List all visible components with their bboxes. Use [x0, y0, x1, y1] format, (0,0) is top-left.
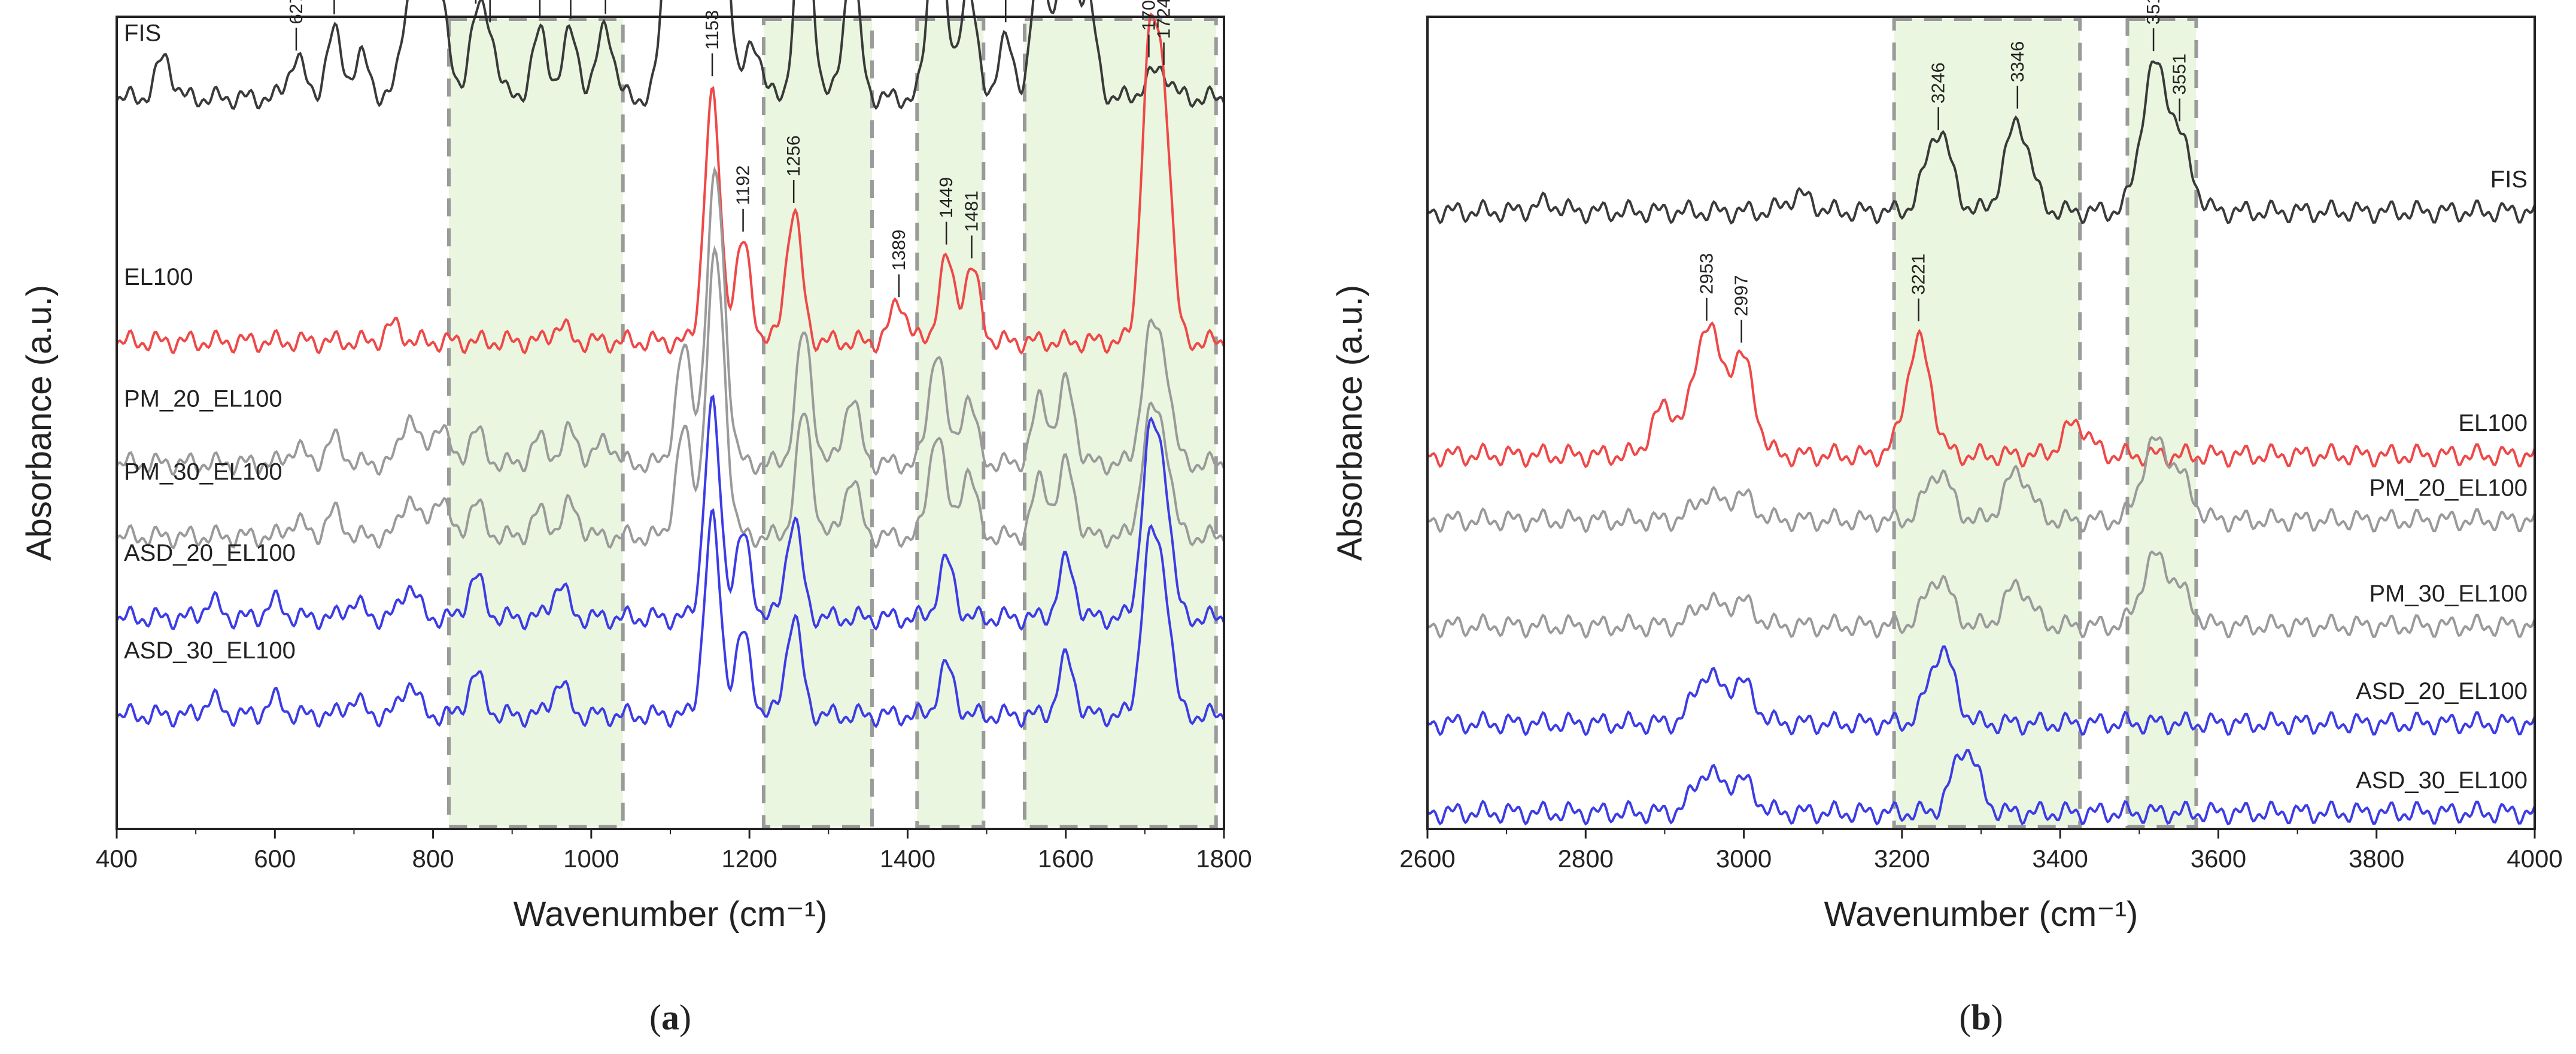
- series-label: EL100: [124, 264, 193, 290]
- peak-label: 2953: [1696, 253, 1717, 294]
- x-tick-label: 1600: [1038, 845, 1093, 873]
- spectrum-line: [1426, 321, 2536, 469]
- spectrum-line: [1426, 60, 2536, 225]
- x-tick-label: 3600: [2191, 845, 2246, 873]
- spectrum-line: [1426, 749, 2536, 826]
- panel-label: (b): [1959, 998, 2003, 1037]
- series-label: PM_20_EL100: [124, 385, 282, 412]
- peak-label: 627: [285, 0, 306, 24]
- spectrum-line: [116, 394, 1225, 631]
- panel-label-part: a: [661, 998, 679, 1037]
- x-tick-label: 3800: [2349, 845, 2404, 873]
- x-tick-label: 400: [96, 845, 138, 873]
- peak-label: 3346: [2007, 41, 2028, 83]
- series-label: FIS: [124, 20, 161, 47]
- x-axis-label: Wavenumber (cm⁻¹): [514, 895, 828, 934]
- panel-label: (a): [649, 998, 691, 1037]
- x-tick-label: 3400: [2032, 845, 2088, 873]
- series-label: ASD_20_EL100: [124, 540, 296, 566]
- chart-panel-a: FIS EL100 PM_20_EL100 PM_30_EL100 ASD_20_EL1…: [20, 0, 1252, 1037]
- peak-label: 3221: [1908, 254, 1929, 295]
- series-label: ASD_30_EL100: [2356, 767, 2528, 794]
- series-label: FIS: [2490, 166, 2528, 193]
- peak-label: 3551: [2169, 54, 2190, 95]
- panel-label-part: ): [1991, 998, 2003, 1037]
- chart-panel-b: FIS EL100 PM_20_EL100 PM_30_EL100 ASD_20_EL1…: [1330, 0, 2563, 1037]
- x-tick-label: 4000: [2507, 845, 2562, 873]
- x-tick-label: 1200: [721, 845, 777, 873]
- series-label: PM_30_EL100: [124, 458, 282, 485]
- series-label: ASD_30_EL100: [124, 637, 296, 664]
- peak-label: 2997: [1731, 275, 1752, 317]
- peak-label: 1724: [1153, 0, 1174, 39]
- peak-label: 1389: [888, 229, 909, 271]
- x-axis-label: Wavenumber (cm⁻¹): [1824, 895, 2138, 934]
- x-tick-label: 2600: [1399, 845, 1455, 873]
- highlight-band: [447, 17, 625, 828]
- spectrum-line: [1426, 645, 2536, 737]
- series-label: PM_20_EL100: [2369, 475, 2528, 502]
- y-axis-label: Absorbance (a.u.): [1330, 285, 1369, 561]
- x-tick-label: 1400: [880, 845, 935, 873]
- x-tick-label: 2800: [1558, 845, 1614, 873]
- x-tick-label: 600: [254, 845, 296, 873]
- spectrum-line: [116, 0, 1225, 110]
- x-tick-label: 3000: [1716, 845, 1772, 873]
- x-tick-label: 3200: [1874, 845, 1930, 873]
- highlight-band: [2125, 17, 2198, 828]
- panel-label-part: b: [1971, 998, 1991, 1037]
- series-label: EL100: [2458, 410, 2528, 436]
- x-tick-label: 1800: [1196, 845, 1251, 873]
- series-label: ASD_20_EL100: [2356, 678, 2528, 704]
- spectrum-line: [116, 508, 1225, 728]
- y-axis-label: Absorbance (a.u.): [20, 285, 59, 561]
- spectrum-line: [116, 12, 1225, 355]
- spectrum-line: [1426, 435, 2536, 533]
- peak-label: 1192: [733, 165, 754, 205]
- highlight-band: [915, 17, 986, 828]
- peak-label: 1705: [1138, 0, 1159, 31]
- panel-label-part: (: [1959, 998, 1971, 1037]
- highlight-band: [761, 17, 874, 828]
- panel-label-part: (: [649, 998, 661, 1037]
- peak-label: 3518: [2143, 0, 2164, 25]
- spectrum-line: [116, 245, 1225, 549]
- peak-label: 1449: [935, 177, 956, 218]
- highlight-band: [1892, 17, 2082, 828]
- x-tick-label: 800: [412, 845, 454, 873]
- panel-label-part: ): [679, 998, 691, 1037]
- peak-label: 1256: [783, 135, 804, 177]
- x-tick-label: 1000: [563, 845, 619, 873]
- peak-label: 3246: [1928, 62, 1949, 104]
- peak-label: 1481: [961, 191, 982, 232]
- spectrum-line: [116, 166, 1225, 476]
- series-label: PM_30_EL100: [2369, 581, 2528, 607]
- spectrum-line: [1426, 550, 2536, 639]
